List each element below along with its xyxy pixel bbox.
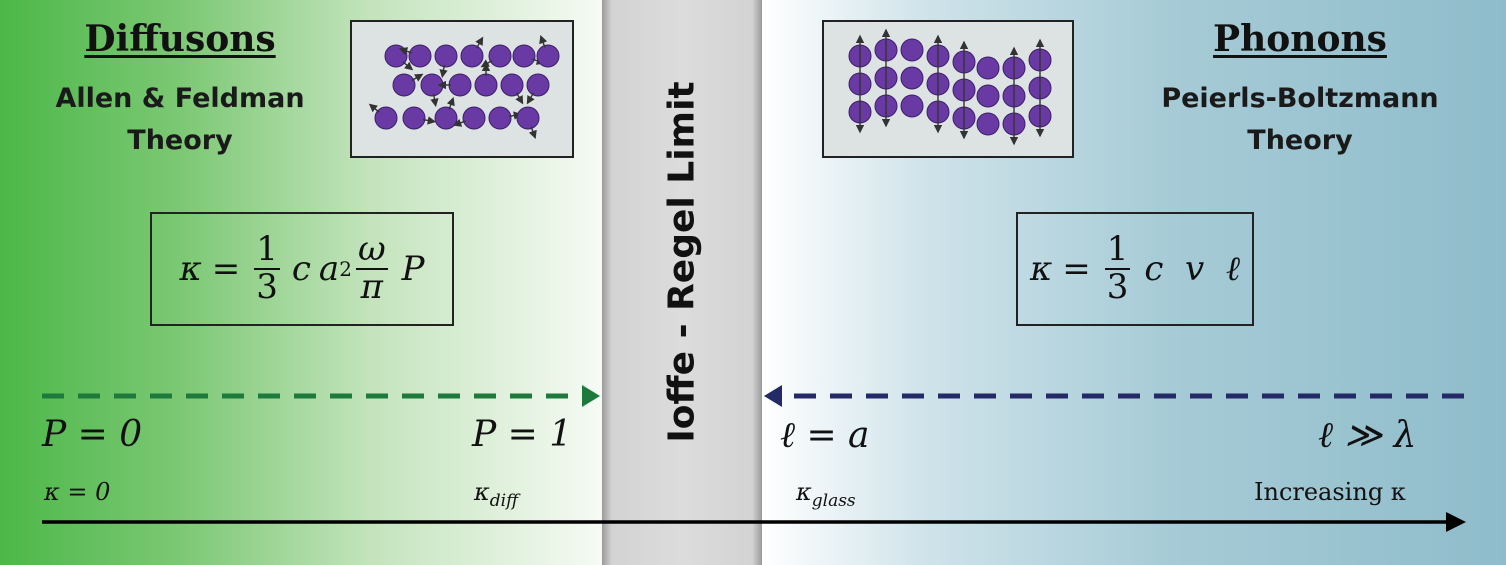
phonon-arrowhead	[764, 385, 782, 407]
l-equals-a-label: ℓ = a	[780, 415, 870, 456]
vibration-arrow	[539, 34, 548, 48]
kappa-symbol: κ	[796, 478, 812, 506]
formula-kappa: κ	[179, 249, 202, 289]
formula-c: c	[291, 249, 311, 289]
diffuson-particle	[374, 106, 398, 130]
diffuson-particle	[488, 106, 512, 130]
kappa-symbol: κ	[474, 478, 490, 506]
diffuson-particle	[536, 44, 560, 68]
kappa-zero-label: κ = 0	[44, 478, 111, 506]
peierls-boltzmann-subtitle: Peierls-Boltzmann Theory	[1161, 83, 1439, 156]
phonon-particle	[976, 56, 1000, 80]
vibration-arrow	[439, 64, 448, 79]
diffuson-particle	[500, 73, 524, 97]
ioffe-regel-band	[602, 0, 762, 565]
kappa-diff-subscript: diff	[489, 491, 519, 511]
diffuson-particle	[460, 44, 484, 68]
fraction-numerator: 1	[1104, 229, 1131, 270]
vibration-arrow	[452, 118, 466, 127]
diffuson-particle	[434, 44, 458, 68]
diffuson-particle-diagram	[350, 20, 574, 158]
vibration-arrow	[422, 116, 437, 125]
vibration-arrow	[526, 92, 535, 105]
diffuson-particle	[526, 73, 550, 97]
phonons-title: Phonons	[1213, 18, 1387, 60]
vibration-arrow	[398, 47, 412, 56]
fraction-numerator: ω	[355, 229, 388, 270]
fraction-denominator: 3	[1106, 267, 1129, 307]
formula-a: a	[318, 249, 340, 289]
vibration-arrow	[402, 61, 414, 71]
phonon-particles	[848, 28, 1052, 146]
fraction-denominator: π	[360, 267, 383, 307]
l-much-greater-lambda-label: ℓ ≫ λ	[1318, 415, 1417, 456]
diffuson-particle	[402, 106, 426, 130]
kappa-diff-label: κdiff	[474, 478, 518, 511]
phonon-particle	[900, 38, 924, 62]
vibration-arrow	[515, 92, 524, 105]
vibration-arrow	[475, 36, 484, 49]
fraction-denominator: 3	[256, 267, 278, 307]
diffuson-particle	[516, 106, 540, 130]
vibration-arrow	[446, 96, 455, 110]
diffuson-particle	[408, 44, 432, 68]
diffuson-particle	[434, 106, 458, 130]
kappa-axis-arrowhead	[1446, 512, 1466, 532]
diffuson-particle	[462, 106, 486, 130]
diffuson-particle	[488, 44, 512, 68]
formula-c-v-l: c v ℓ	[1144, 249, 1241, 289]
vibration-arrow	[430, 93, 439, 108]
fraction-numerator: 1	[254, 229, 280, 270]
allen-feldman-subtitle: Allen & Feldman Theory	[55, 83, 305, 156]
diffuson-particle	[392, 73, 416, 97]
phonon-particle	[976, 112, 1000, 136]
diffuson-particle	[512, 44, 536, 68]
kappa-glass-subscript: glass	[811, 491, 856, 511]
phonon-particle	[976, 84, 1000, 108]
vibration-arrow	[411, 73, 424, 82]
increasing-kappa-label: Increasing κ	[1254, 478, 1406, 506]
p-zero-label: P = 0	[42, 414, 143, 455]
formula-equals: =	[211, 249, 241, 289]
phonon-particle	[900, 66, 924, 90]
formula-kappa: κ	[1029, 249, 1053, 289]
p-one-label: P = 1	[472, 414, 573, 455]
diffusons-title: Diffusons	[84, 18, 276, 60]
kappa-glass-label: κglass	[796, 478, 856, 511]
diffuson-arrowhead	[582, 385, 600, 407]
vibration-arrow	[528, 126, 537, 140]
vibration-arrow	[368, 103, 380, 113]
formula-exponent: 2	[339, 257, 352, 281]
phonon-particle	[900, 94, 924, 118]
phonon-particle-diagram	[822, 20, 1074, 158]
formula-p: P	[401, 249, 425, 289]
formula-equals: =	[1062, 249, 1091, 289]
diffuson-particles	[368, 34, 560, 140]
